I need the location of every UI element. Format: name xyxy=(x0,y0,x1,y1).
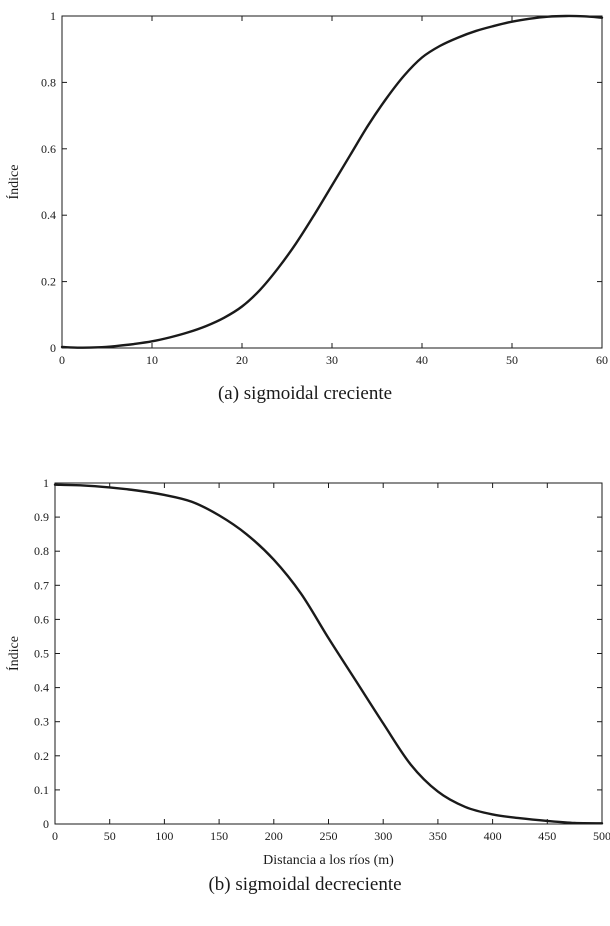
chart-b-x-tick-label: 450 xyxy=(538,829,556,843)
chart-b-x-tick-label: 350 xyxy=(429,829,447,843)
chart-b-x-tick-label: 500 xyxy=(593,829,610,843)
chart-b-svg: 0 50 100 150 200 250 300 350 400 450 500 0 0.1 0.2 0.3… xyxy=(5,476,610,868)
chart-a-y-tick-label: 0.4 xyxy=(41,208,56,222)
chart-b-y-tick-label: 0.8 xyxy=(34,544,49,558)
chart-panel-b: 0 50 100 150 200 250 300 350 400 450 500 0 0.1 0.2 0.3… xyxy=(0,460,610,926)
chart-a-y-tick-label: 0.6 xyxy=(41,142,56,156)
chart-b-y-tick-label: 0.1 xyxy=(34,783,49,797)
chart-b-x-axis-label: Distancia a los ríos (m) xyxy=(263,853,394,868)
chart-a-x-tick-label: 10 xyxy=(146,353,158,367)
chart-b-x-tick-label: 400 xyxy=(484,829,502,843)
chart-panel-a: 0 10 20 30 40 50 60 0 0.2 0.4 0.6 0.8 1 Índice (a) si… xyxy=(0,0,610,420)
chart-b-y-axis-label: Índice xyxy=(5,636,22,671)
chart-a-caption: (a) sigmoidal creciente xyxy=(217,383,393,404)
chart-b-y-tick-label: 0.9 xyxy=(34,510,49,524)
chart-a-svg: 0 10 20 30 40 50 60 0 0.2 0.4 0.6 0.8 1 Índice xyxy=(5,9,608,367)
chart-a-y-axis-label: Índice xyxy=(5,165,22,200)
chart-a-x-tick-label: 40 xyxy=(416,353,428,367)
chart-b-y-tick-label: 0 xyxy=(43,817,49,831)
chart-b-y-tick-label: 0.2 xyxy=(34,749,49,763)
chart-a-y-tick-label: 0 xyxy=(50,341,56,355)
chart-b-y-tick-label: 0.3 xyxy=(34,715,49,729)
chart-b-y-tick-label: 1 xyxy=(43,476,49,490)
chart-b-y-tick-label: 0.5 xyxy=(34,647,49,661)
chart-a-x-tick-label: 50 xyxy=(506,353,518,367)
chart-a-series-line xyxy=(60,14,604,349)
chart-a-x-tick-label: 20 xyxy=(236,353,248,367)
chart-b-x-tick-label: 200 xyxy=(265,829,283,843)
chart-b-x-tick-label: 300 xyxy=(374,829,392,843)
chart-b-plot-frame xyxy=(54,482,603,825)
chart-a-x-tick-label: 0 xyxy=(59,353,65,367)
chart-b-x-tick-label: 250 xyxy=(320,829,338,843)
chart-a-plot-frame xyxy=(61,15,603,349)
chart-a-y-tick-label: 0.8 xyxy=(41,75,56,89)
chart-a-x-tick-label: 30 xyxy=(326,353,338,367)
chart-b-series-line xyxy=(53,483,604,825)
chart-a-y-tick-label: 0.2 xyxy=(41,275,56,289)
chart-b-y-tick-label: 0.4 xyxy=(34,681,49,695)
chart-b-y-tick-label: 0.7 xyxy=(34,578,49,592)
chart-b-x-tick-label: 150 xyxy=(210,829,228,843)
chart-b-x-tick-label: 100 xyxy=(155,829,173,843)
chart-a-x-tick-label: 60 xyxy=(596,353,608,367)
chart-a-y-tick-label: 1 xyxy=(50,9,56,23)
chart-b-x-tick-label: 0 xyxy=(52,829,58,843)
chart-b-caption: (b) sigmoidal decreciente xyxy=(208,874,402,895)
chart-b-y-tick-label: 0.6 xyxy=(34,612,49,626)
chart-b-x-tick-label: 50 xyxy=(104,829,116,843)
